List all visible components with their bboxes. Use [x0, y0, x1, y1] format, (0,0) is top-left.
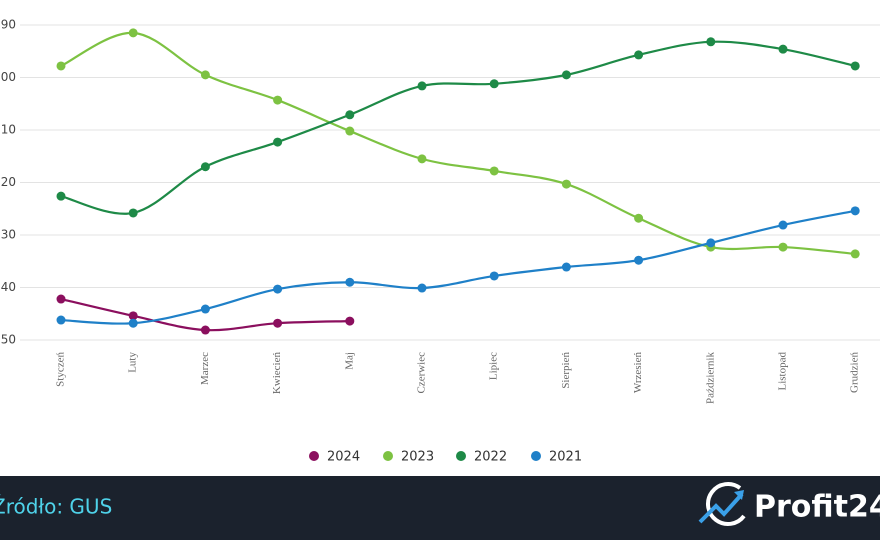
- x-tick-label: Czerwiec: [416, 352, 428, 394]
- data-point: [850, 249, 860, 259]
- data-point: [561, 262, 571, 272]
- data-point: [345, 126, 355, 136]
- series-line: [60, 297, 350, 332]
- data-point: [345, 110, 355, 120]
- data-point: [200, 325, 210, 335]
- logo-arrowhead: [734, 490, 744, 500]
- series-line: [60, 209, 856, 325]
- y-tick-label: 90: [1, 18, 16, 32]
- x-tick-label: Sierpień: [560, 352, 572, 389]
- brand-logo: [698, 482, 746, 526]
- series: [56, 294, 355, 335]
- legend-label: 2022: [474, 450, 507, 465]
- y-tick-label: 40: [1, 280, 16, 294]
- y-tick-label: 20: [1, 175, 16, 189]
- series: [56, 206, 860, 328]
- data-point: [417, 154, 427, 164]
- logo-arc: [706, 482, 746, 526]
- x-tick-label: Listopad: [777, 352, 789, 391]
- data-point: [128, 311, 138, 321]
- footer-bar: [0, 476, 880, 540]
- data-point: [417, 81, 427, 91]
- x-tick-label: Styczeń: [55, 352, 67, 387]
- data-point: [200, 70, 210, 80]
- series-line: [60, 31, 856, 255]
- data-point: [56, 315, 66, 325]
- data-point: [345, 316, 355, 326]
- data-point: [489, 271, 499, 281]
- data-point: [417, 283, 427, 293]
- legend-marker: [383, 451, 393, 461]
- data-point: [128, 318, 138, 328]
- data-point: [561, 70, 571, 80]
- source-text: Źródło: GUS: [0, 495, 112, 519]
- legend-label: 2021: [549, 450, 582, 465]
- data-point: [345, 277, 355, 287]
- data-point: [778, 44, 788, 54]
- data-point: [634, 50, 644, 60]
- data-point: [561, 179, 571, 189]
- series: [56, 28, 860, 259]
- data-point: [850, 206, 860, 216]
- data-point: [200, 304, 210, 314]
- logo-arrow: [698, 492, 744, 524]
- legend-marker: [309, 451, 319, 461]
- data-point: [489, 166, 499, 176]
- data-point: [634, 213, 644, 223]
- data-point: [489, 79, 499, 89]
- data-point: [56, 191, 66, 201]
- series: [56, 37, 860, 218]
- data-point: [128, 208, 138, 218]
- y-tick-label: 00: [1, 70, 16, 84]
- data-point: [273, 95, 283, 105]
- data-point: [273, 284, 283, 294]
- series-line: [60, 40, 856, 215]
- data-point: [273, 137, 283, 147]
- data-point: [706, 238, 716, 248]
- data-point: [706, 37, 716, 47]
- x-tick-label: Kwiecień: [271, 352, 283, 395]
- x-tick-label: Wrzesień: [632, 352, 644, 394]
- x-tick-label: Luty: [127, 352, 139, 373]
- x-tick-label: Grudzień: [849, 352, 861, 393]
- legend-label: 2024: [327, 450, 360, 465]
- x-tick-label: Marzec: [199, 352, 211, 385]
- data-point: [273, 318, 283, 328]
- y-tick-label: 50: [1, 333, 16, 347]
- data-point: [778, 220, 788, 230]
- data-point: [56, 294, 66, 304]
- data-point: [850, 61, 860, 71]
- data-point: [200, 162, 210, 172]
- x-tick-label: Październik: [704, 352, 716, 404]
- y-tick-label: 30: [1, 228, 16, 242]
- data-point: [128, 28, 138, 38]
- legend-label: 2023: [401, 450, 434, 465]
- data-point: [56, 61, 66, 71]
- x-tick-label: Maj: [343, 352, 355, 370]
- legend-marker: [531, 451, 541, 461]
- legend-marker: [456, 451, 466, 461]
- brand-text: Profit24: [754, 490, 880, 525]
- data-point: [634, 255, 644, 265]
- x-tick-label: Lipiec: [488, 352, 500, 380]
- data-point: [778, 242, 788, 252]
- y-tick-label: 10: [1, 123, 16, 137]
